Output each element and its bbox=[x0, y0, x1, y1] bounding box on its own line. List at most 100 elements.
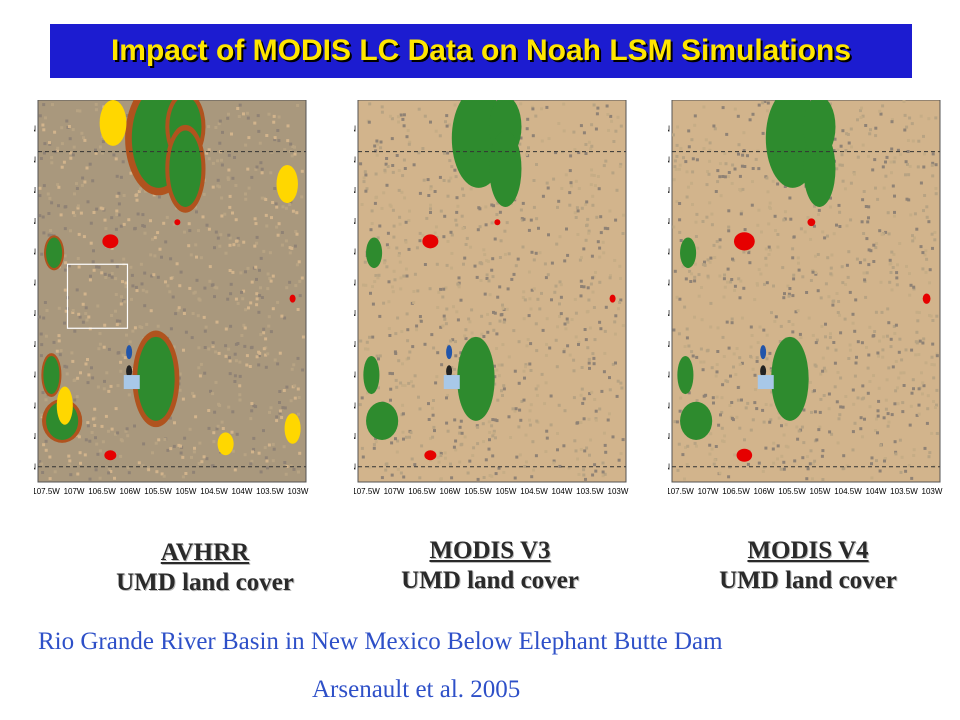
landcover-pixel bbox=[904, 348, 908, 352]
landcover-pixel bbox=[766, 101, 770, 105]
landcover-pixel bbox=[91, 260, 95, 264]
landcover-pixel bbox=[195, 210, 198, 214]
landcover-pixel bbox=[595, 215, 599, 219]
lon-tick-label: 107W bbox=[384, 487, 405, 496]
landcover-pixel bbox=[427, 402, 430, 406]
landcover-pixel bbox=[293, 145, 296, 149]
landcover-pixel bbox=[855, 355, 858, 359]
landcover-pixel bbox=[69, 473, 73, 477]
reservoir bbox=[446, 345, 453, 360]
landcover-pixel bbox=[266, 466, 269, 470]
landcover-pixel bbox=[446, 151, 450, 155]
landcover-pixel bbox=[442, 314, 446, 318]
landcover-pixel bbox=[236, 236, 240, 240]
landcover-pixel bbox=[556, 432, 559, 435]
landcover-pixel bbox=[208, 279, 212, 283]
landcover-pixel bbox=[811, 270, 815, 274]
landcover-pixel bbox=[117, 202, 121, 206]
landcover-pixel bbox=[577, 151, 581, 155]
landcover-pixel bbox=[523, 376, 526, 380]
landcover-pixel bbox=[564, 327, 568, 331]
landcover-pixel bbox=[395, 154, 399, 157]
landcover-pixel bbox=[675, 143, 679, 147]
landcover-pixel bbox=[845, 464, 849, 468]
landcover-pixel bbox=[894, 452, 898, 456]
landcover-pixel bbox=[187, 244, 191, 248]
landcover-pixel bbox=[197, 229, 200, 233]
landcover-pixel bbox=[743, 228, 747, 232]
caption-avhrr: AVHRR UMD land cover bbox=[60, 538, 350, 598]
landcover-pixel bbox=[485, 259, 489, 263]
landcover-pixel bbox=[882, 416, 886, 420]
landcover-pixel bbox=[792, 273, 796, 277]
landcover-pixel bbox=[805, 291, 809, 294]
landcover-pixel bbox=[115, 265, 119, 269]
landcover-pixel bbox=[924, 361, 928, 365]
landcover-pixel bbox=[415, 328, 419, 332]
landcover-pixel bbox=[461, 226, 465, 230]
landcover-pixel bbox=[728, 404, 732, 407]
landcover-pixel bbox=[556, 325, 559, 329]
landcover-pixel bbox=[505, 307, 509, 311]
landcover-pixel bbox=[492, 364, 496, 368]
landcover-pixel bbox=[435, 375, 439, 379]
landcover-pixel bbox=[894, 359, 898, 363]
landcover-pixel bbox=[572, 358, 576, 362]
landcover-pixel bbox=[440, 363, 444, 367]
landcover-pixel bbox=[589, 183, 593, 187]
landcover-pixel bbox=[713, 458, 717, 462]
landcover-pixel bbox=[708, 443, 712, 447]
cropland-patch bbox=[276, 164, 298, 204]
landcover-pixel bbox=[541, 328, 545, 332]
landcover-pixel bbox=[276, 300, 280, 304]
landcover-pixel bbox=[389, 387, 393, 391]
landcover-pixel bbox=[298, 279, 302, 283]
landcover-pixel bbox=[463, 435, 467, 439]
landcover-pixel bbox=[455, 210, 459, 214]
landcover-pixel bbox=[486, 330, 490, 334]
landcover-pixel bbox=[402, 124, 406, 128]
landcover-pixel bbox=[47, 212, 51, 215]
landcover-pixel bbox=[867, 205, 871, 209]
landcover-pixel bbox=[757, 103, 761, 107]
landcover-pixel bbox=[271, 442, 275, 446]
lat-tick-label: 37.5N bbox=[668, 125, 670, 134]
landcover-pixel bbox=[133, 227, 137, 231]
landcover-pixel bbox=[529, 307, 533, 311]
landcover-pixel bbox=[897, 350, 901, 354]
landcover-pixel bbox=[387, 327, 391, 331]
landcover-pixel bbox=[578, 258, 582, 262]
lat-tick-label: 34N bbox=[354, 340, 356, 349]
landcover-pixel bbox=[812, 462, 815, 466]
landcover-pixel bbox=[169, 327, 173, 331]
landcover-pixel bbox=[104, 276, 108, 279]
landcover-pixel bbox=[672, 328, 676, 332]
landcover-pixel bbox=[840, 265, 844, 269]
landcover-pixel bbox=[501, 394, 504, 397]
landcover-pixel bbox=[595, 112, 599, 116]
landcover-pixel bbox=[184, 472, 188, 475]
landcover-pixel bbox=[788, 287, 792, 290]
landcover-pixel bbox=[58, 353, 62, 357]
landcover-pixel bbox=[763, 282, 766, 286]
landcover-pixel bbox=[71, 211, 75, 215]
landcover-pixel bbox=[905, 125, 909, 129]
lon-tick-label: 104W bbox=[552, 487, 573, 496]
landcover-pixel bbox=[619, 277, 623, 280]
landcover-pixel bbox=[116, 431, 120, 435]
landcover-pixel bbox=[859, 109, 862, 113]
landcover-pixel bbox=[395, 246, 399, 250]
landcover-pixel bbox=[272, 447, 276, 451]
landcover-pixel bbox=[266, 352, 270, 356]
landcover-pixel bbox=[76, 204, 80, 208]
landcover-pixel bbox=[102, 345, 106, 349]
landcover-pixel bbox=[269, 279, 273, 283]
landcover-pixel bbox=[590, 173, 594, 177]
landcover-pixel bbox=[596, 240, 600, 244]
landcover-pixel bbox=[92, 211, 96, 214]
landcover-pixel bbox=[870, 462, 873, 466]
landcover-pixel bbox=[588, 453, 591, 457]
landcover-pixel bbox=[404, 435, 408, 439]
landcover-pixel bbox=[863, 258, 867, 262]
landcover-pixel bbox=[681, 453, 685, 457]
